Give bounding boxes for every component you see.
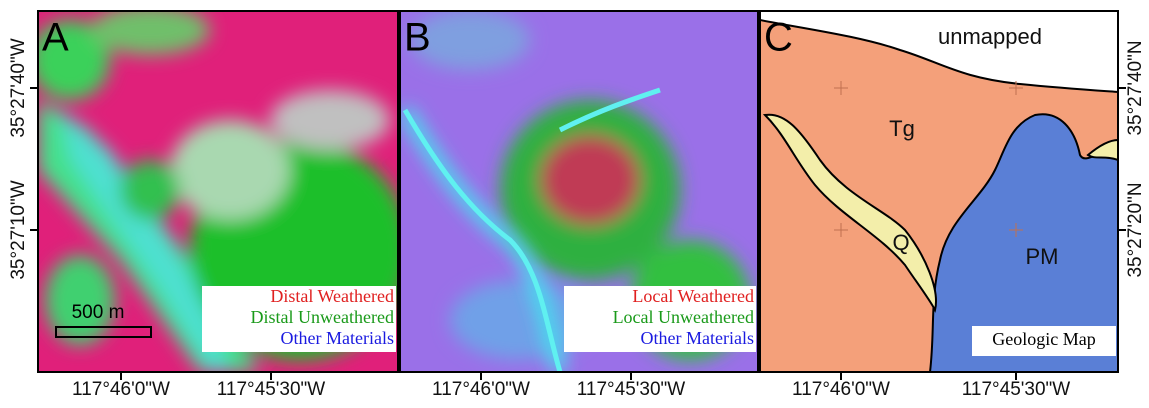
scale-bar-label: 500 m: [72, 302, 125, 323]
y-axis-label: 35°27'10"W: [8, 180, 29, 279]
x-axis-label: 117°45'30"W: [577, 379, 686, 400]
y-axis-label: 35°27'20"N: [1125, 182, 1146, 277]
panel-c-map: [760, 11, 1118, 372]
legend-box: [202, 286, 396, 352]
x-axis-label: 117°46'0"W: [792, 379, 890, 400]
unit-label: Q: [892, 230, 909, 255]
x-axis-label: 117°46'0"W: [432, 379, 530, 400]
x-axis-label: 117°45'30"W: [962, 379, 1071, 400]
panel-letter: A: [42, 16, 69, 60]
legend-box: [972, 326, 1116, 356]
y-axis-label: 35°27'40"N: [1125, 40, 1146, 135]
legend-item: Distal Weathered: [270, 286, 394, 306]
legend-item: Other Materials: [641, 328, 754, 348]
scale-bar: [55, 326, 152, 338]
x-axis-label: 117°45'30"W: [217, 379, 326, 400]
legend-item: Other Materials: [281, 328, 394, 348]
map-legend: Geologic Map: [992, 329, 1095, 349]
unit-label: PM: [1026, 244, 1059, 269]
x-axis-label: 117°46'0"W: [72, 379, 170, 400]
panel-letter: C: [764, 16, 793, 60]
legend-item: Local Unweathered: [613, 307, 754, 327]
panel-frames: [30, 10, 1126, 380]
legend-item: Local Weathered: [632, 286, 754, 306]
unit-label: unmapped: [938, 24, 1042, 49]
unit-label: Tg: [889, 116, 915, 141]
legend-box: [564, 286, 756, 352]
panel-letter: B: [404, 16, 431, 60]
legend-item: Distal Unweathered: [251, 307, 394, 327]
y-axis-label: 35°27'40"W: [8, 38, 29, 137]
